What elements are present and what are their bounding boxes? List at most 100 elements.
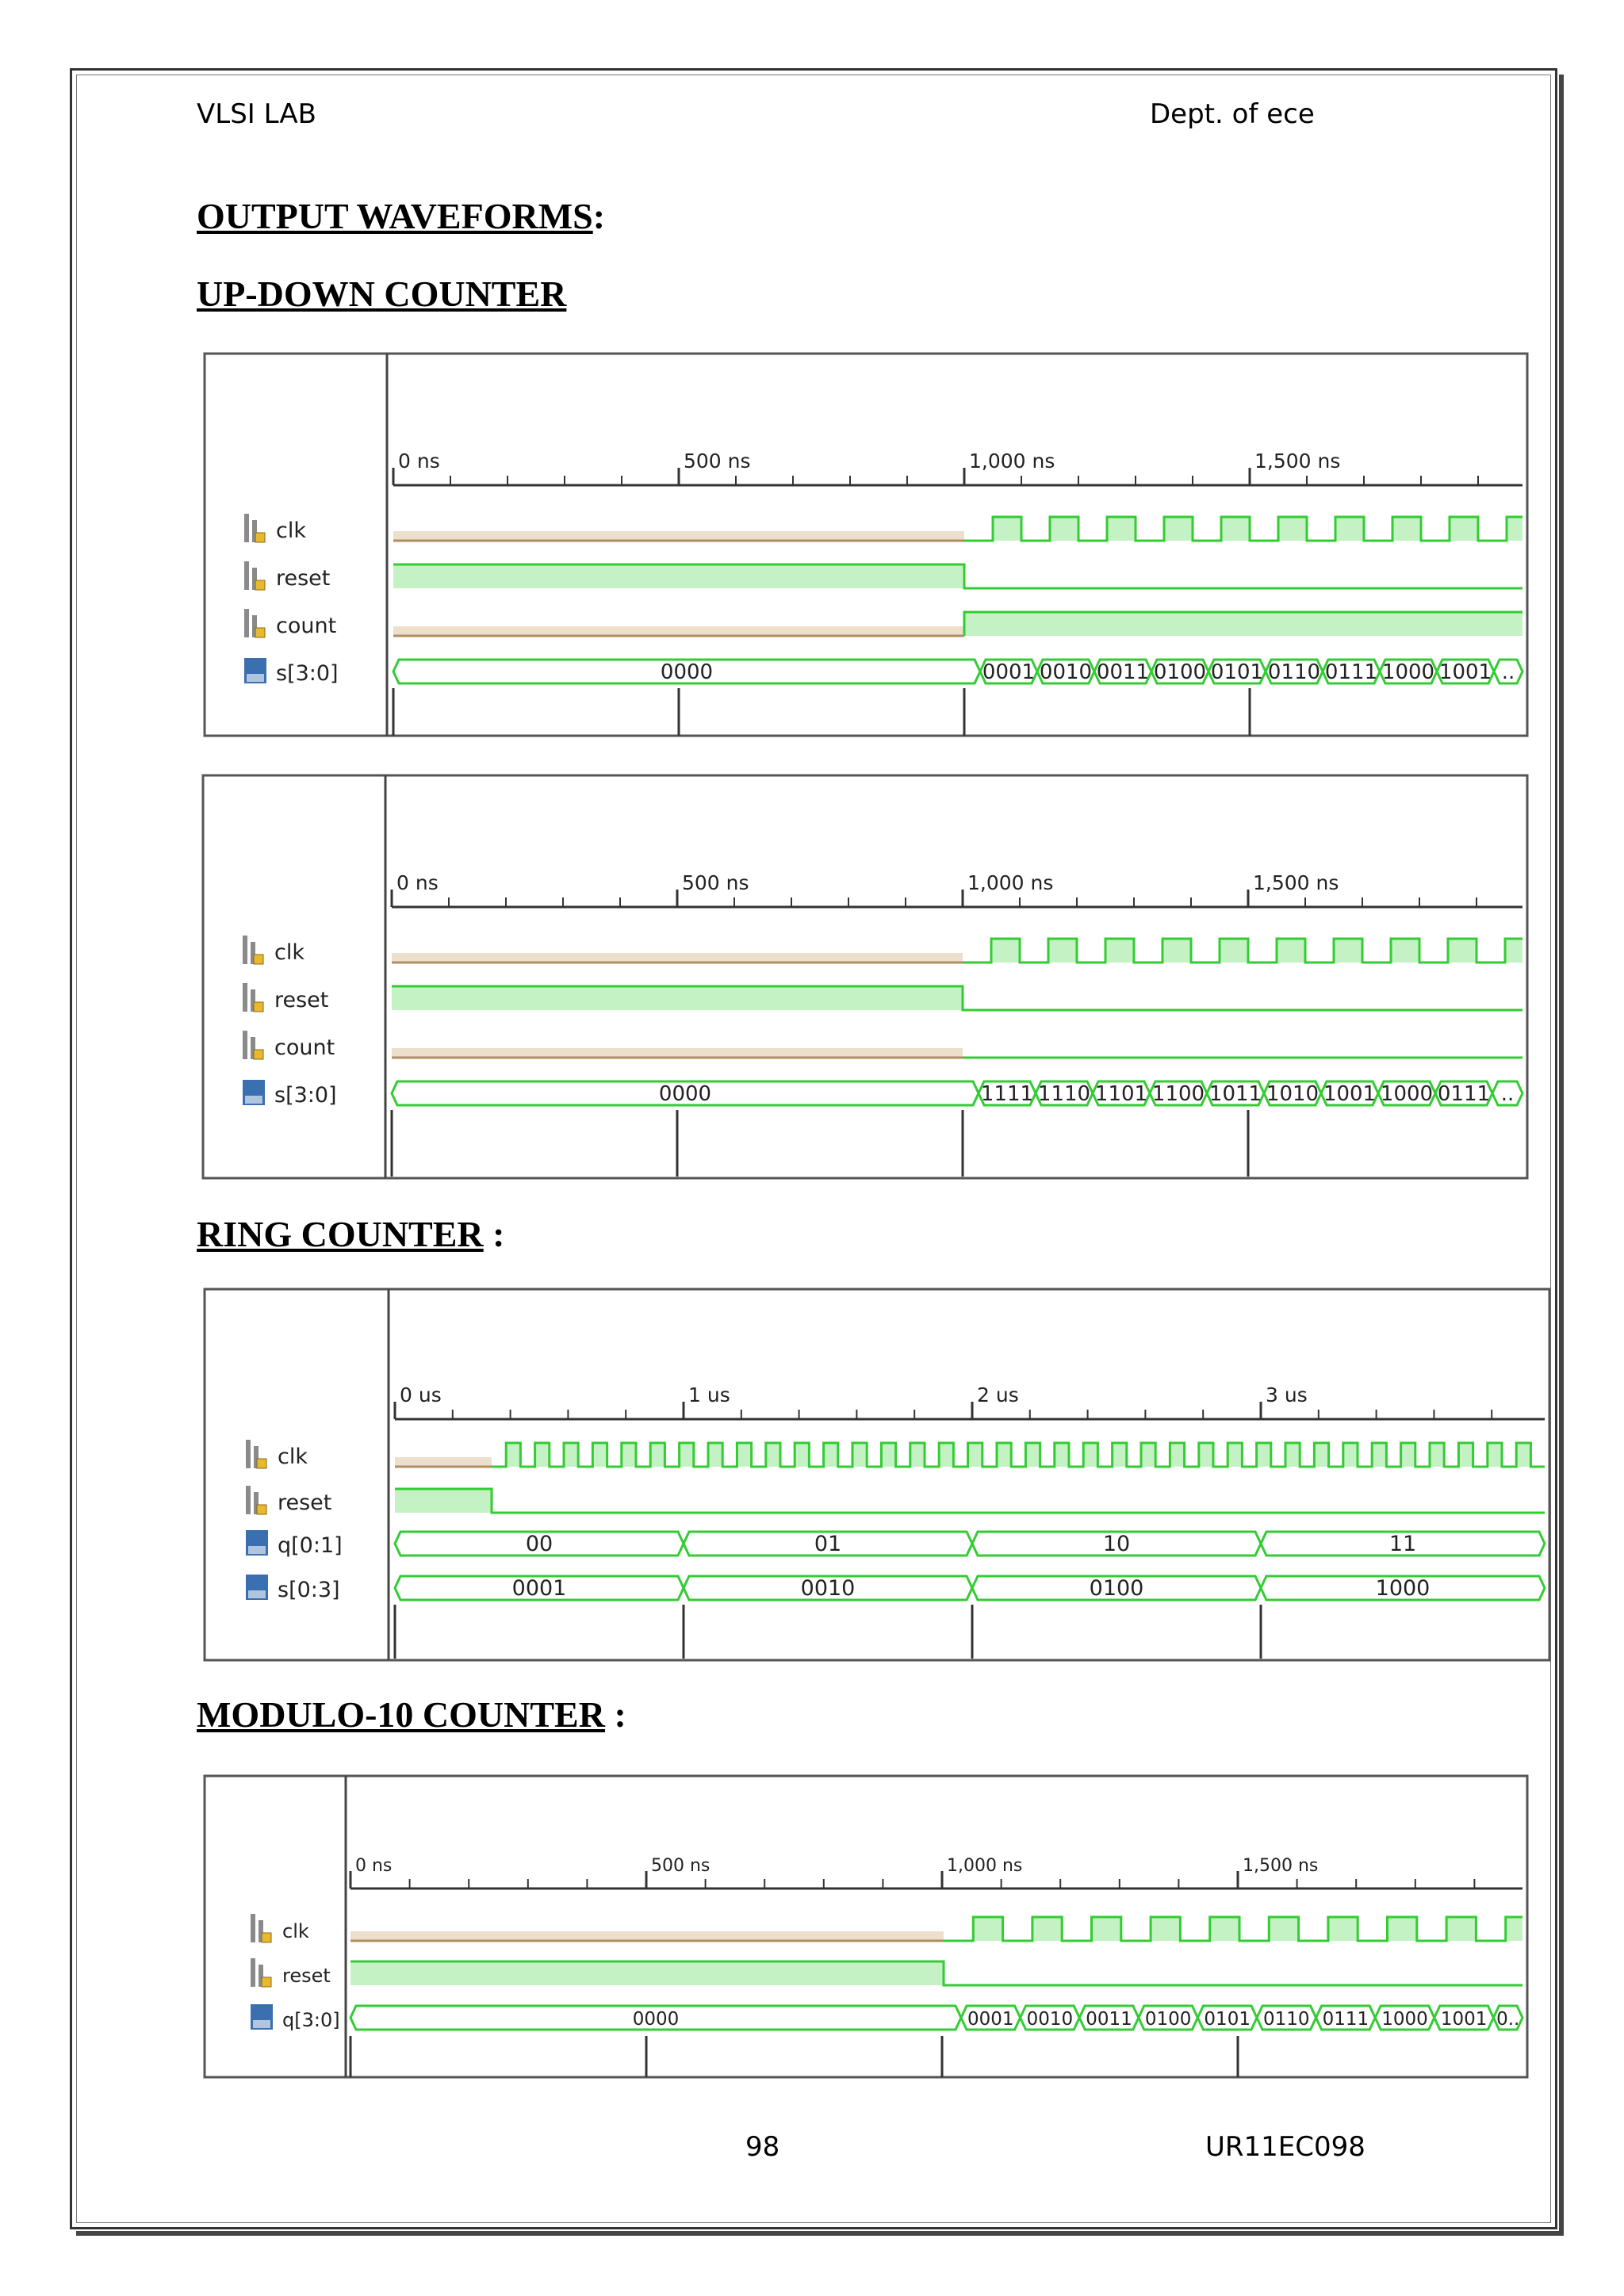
bus-value: 0000 xyxy=(661,660,713,684)
bit-signal-icon-bar xyxy=(254,1446,259,1468)
bit-signal-icon-bar xyxy=(251,989,255,1012)
bus-value: 0110 xyxy=(1263,2009,1310,2030)
clk-high-fill xyxy=(1516,1443,1531,1467)
modulo10-counter-waveform: 0 ns 500 ns 1,000 ns 1,500 ns clk reset q[3:0]… xyxy=(203,1774,1529,2079)
clk-high-fill xyxy=(991,939,1020,962)
clk-high-fill xyxy=(737,1443,752,1467)
clk-high-fill xyxy=(765,1443,780,1467)
bit-signal-icon-bar xyxy=(251,1037,255,1059)
clk-high-fill xyxy=(795,1443,810,1467)
signal-name: clk xyxy=(276,519,306,543)
reset-high-fill xyxy=(395,1489,492,1513)
count-undefined-fill xyxy=(393,626,964,636)
bus-value: 0101 xyxy=(1211,660,1263,684)
bus-value: 01 xyxy=(814,1532,841,1556)
heading-modulo10-counter: MODULO-10 COUNTER : xyxy=(197,1694,626,1735)
reset-high-fill xyxy=(350,1961,944,1985)
clk-high-fill xyxy=(1372,1443,1387,1467)
bit-signal-icon-bar xyxy=(252,568,257,590)
updown-up-waveform: 0 ns 500 ns 1,000 ns 1,500 ns clk reset count s… xyxy=(203,352,1529,737)
clk-high-fill xyxy=(1221,517,1250,541)
bit-signal-icon-tag xyxy=(255,532,266,543)
time-label: 1,000 ns xyxy=(947,1856,1022,1876)
clk-high-fill xyxy=(1164,517,1193,541)
clk-high-fill xyxy=(1335,517,1364,541)
clk-high-fill xyxy=(1505,1917,1522,1941)
clk-high-fill xyxy=(939,1443,954,1467)
time-label: 500 ns xyxy=(651,1856,710,1876)
clk-undefined-fill xyxy=(392,953,963,962)
clk-high-fill xyxy=(852,1443,868,1467)
bus-value: 1011 xyxy=(1209,1082,1262,1106)
bus-value: 0.. xyxy=(1496,2009,1519,2030)
bit-signal-icon-tag xyxy=(261,1976,272,1988)
clk-high-fill xyxy=(997,1443,1012,1467)
bit-signal-icon-bar xyxy=(252,615,257,637)
clk-waveform xyxy=(492,1441,1545,1468)
clk-high-fill xyxy=(881,1443,896,1467)
page-inner-border xyxy=(76,75,1551,2223)
bit-signal-icon-bar xyxy=(254,1492,259,1514)
clk-high-fill xyxy=(1198,1443,1213,1467)
clk-high-fill xyxy=(1209,1917,1239,1941)
signal-name: clk xyxy=(278,1445,308,1469)
clk-waveform xyxy=(963,937,1522,964)
bus-value: 1111 xyxy=(981,1082,1033,1106)
bus-value: 1110 xyxy=(1038,1082,1090,1106)
bus-segment xyxy=(1259,1530,1546,1557)
clk-high-fill xyxy=(1430,1443,1445,1467)
bus-value: 0100 xyxy=(1154,660,1206,684)
clk-high-fill xyxy=(1107,517,1136,541)
bit-signal-icon-tag xyxy=(253,1001,264,1012)
count-high-fill xyxy=(964,612,1522,636)
bus-value: 1000 xyxy=(1382,660,1434,684)
time-label: 0 ns xyxy=(355,1856,392,1876)
clk-high-fill xyxy=(1400,1443,1415,1467)
time-label: 0 us xyxy=(400,1383,442,1406)
clk-high-fill xyxy=(823,1443,838,1467)
bit-signal-icon xyxy=(244,514,249,542)
bit-signal-icon xyxy=(243,1031,247,1059)
bus-signal-icon-label xyxy=(245,1096,262,1104)
bus-value: 0100 xyxy=(1090,1576,1144,1601)
time-label: 1,500 ns xyxy=(1253,871,1339,894)
bit-signal-icon-tag xyxy=(256,1458,267,1469)
heading-ring-counter: RING COUNTER : xyxy=(197,1214,505,1254)
reset-waveform xyxy=(392,985,1522,1012)
bus-value: 0001 xyxy=(512,1576,567,1601)
bus-value: 0010 xyxy=(1040,660,1092,684)
clk-high-fill xyxy=(1278,517,1307,541)
page-border xyxy=(70,68,1557,2229)
clk-high-fill xyxy=(1505,939,1522,962)
header-department: Dept. of ece xyxy=(1150,98,1315,130)
reset-waveform xyxy=(395,1487,1545,1514)
bit-signal-icon xyxy=(243,936,247,964)
clk-undefined-fill xyxy=(395,1457,492,1467)
heading-updown-counter: UP-DOWN COUNTER xyxy=(197,274,567,314)
bus-value: 0001 xyxy=(982,660,1035,684)
clk-high-fill xyxy=(1448,939,1477,962)
count-waveform xyxy=(963,610,1522,636)
bus-segment xyxy=(1492,658,1524,685)
clk-high-fill xyxy=(1151,1917,1181,1941)
signal-name: reset xyxy=(276,566,330,591)
signal-name: s[0:3] xyxy=(278,1578,340,1602)
bus-value: 0110 xyxy=(1268,660,1320,684)
clk-high-fill xyxy=(993,517,1021,541)
bus-value: 00 xyxy=(526,1532,553,1556)
signal-name: count xyxy=(274,1035,335,1060)
signal-name: count xyxy=(276,614,336,638)
clk-high-fill xyxy=(1032,1917,1063,1941)
clk-high-fill xyxy=(1228,1443,1243,1467)
bit-signal-icon xyxy=(244,609,249,637)
bus-value: 1001 xyxy=(1323,1082,1376,1106)
bit-signal-icon-bar xyxy=(259,1920,263,1942)
signal-name: reset xyxy=(282,1965,331,1987)
reset-high-fill xyxy=(392,986,963,1010)
bus-segment xyxy=(1492,2004,1524,2031)
clk-high-fill xyxy=(910,1443,925,1467)
page-number: 98 xyxy=(745,2131,780,2163)
clk-high-fill xyxy=(650,1443,665,1467)
clk-high-fill xyxy=(1269,1917,1299,1941)
